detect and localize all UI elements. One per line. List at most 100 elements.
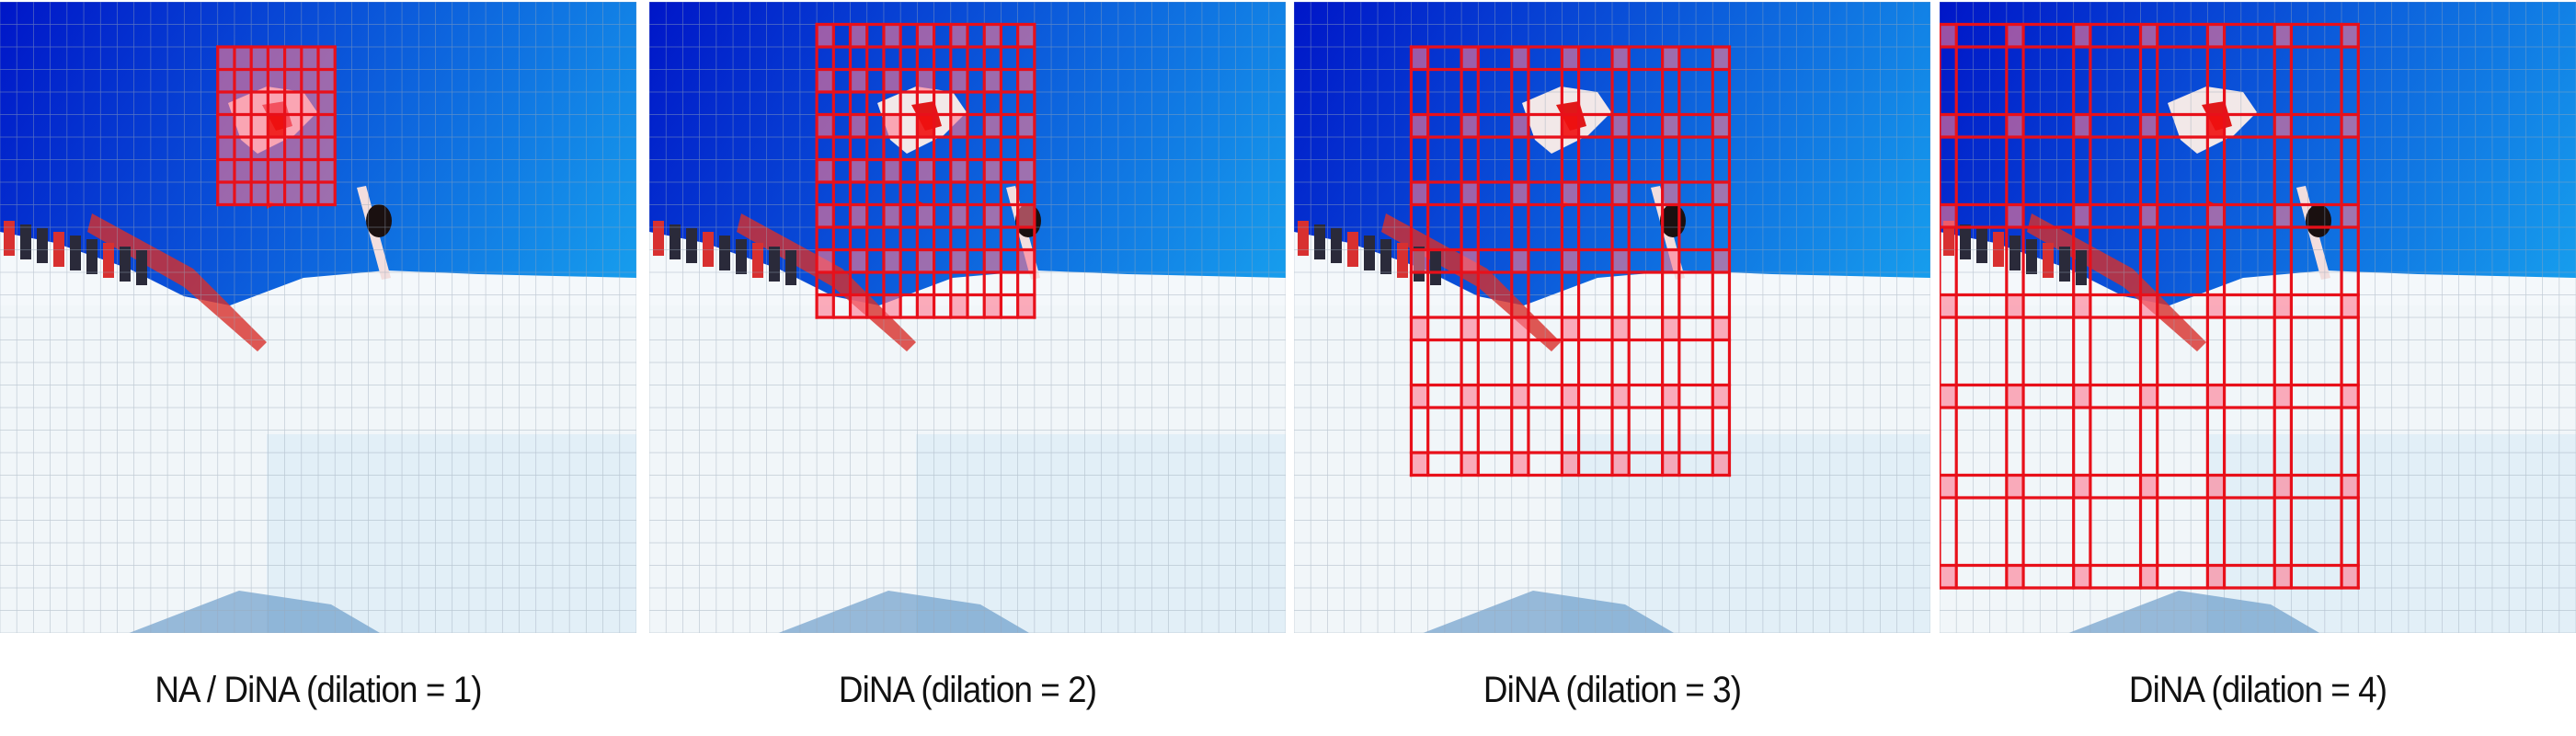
snow-shadow [2068, 591, 2320, 633]
query-cell [1562, 114, 1579, 137]
attended-cell [883, 24, 901, 47]
attended-cell [2341, 24, 2359, 47]
attended-cell [1017, 294, 1035, 317]
attended-cell [1562, 249, 1579, 272]
attended-cell [2140, 114, 2158, 137]
attended-cell [1511, 249, 1528, 272]
spectator [1976, 228, 1987, 263]
attended-cell [2341, 385, 2359, 408]
spectator [2009, 236, 2021, 270]
attended-cell [1662, 385, 1679, 408]
attended-cell [984, 249, 1002, 272]
attended-cell [1712, 47, 1730, 70]
spectator [752, 243, 763, 278]
attended-cell [217, 159, 235, 182]
spectator [719, 236, 730, 270]
attended-cell [883, 114, 901, 137]
spectator [4, 221, 15, 256]
attended-cell [984, 159, 1002, 182]
attended-cell [1562, 182, 1579, 205]
attended-cell [1940, 294, 1957, 317]
window-outline [815, 22, 1036, 319]
attended-cell [1612, 385, 1630, 408]
attended-cell [301, 182, 318, 205]
attended-cell [917, 24, 934, 47]
attended-cell [917, 69, 934, 92]
attended-cell [268, 137, 285, 160]
attended-cell [284, 69, 302, 92]
attended-cell [950, 249, 967, 272]
attended-cell [2006, 24, 2024, 47]
attended-cell [817, 69, 834, 92]
spectator [1993, 232, 2004, 267]
attended-cell [917, 204, 934, 227]
attended-cell [1461, 114, 1479, 137]
attended-cell [217, 182, 235, 205]
attended-cell [1562, 453, 1579, 476]
attended-cell [2274, 475, 2292, 498]
attended-cell [2140, 204, 2158, 227]
attended-cell [1712, 249, 1730, 272]
attended-cell [1017, 69, 1035, 92]
panel-dilation-1 [0, 2, 636, 633]
query-cell [917, 114, 934, 137]
attended-cell [2073, 204, 2090, 227]
attended-cell [318, 159, 336, 182]
attended-cell [2073, 114, 2090, 137]
second-snowboarder [2306, 204, 2331, 237]
attended-cell [950, 69, 967, 92]
attended-cell [234, 69, 252, 92]
attended-cell [2207, 385, 2225, 408]
spectator [2076, 250, 2087, 285]
spectator [1430, 250, 1441, 285]
attended-cell [284, 92, 302, 115]
spectator [785, 250, 796, 285]
attended-cell [1562, 317, 1579, 340]
attended-cell [1411, 317, 1428, 340]
attended-cell [984, 204, 1002, 227]
attended-cell [284, 137, 302, 160]
attended-cell [984, 114, 1002, 137]
attended-cell [883, 69, 901, 92]
attended-cell [217, 47, 235, 70]
attended-cell [2006, 204, 2024, 227]
attended-cell [1461, 385, 1479, 408]
window-outline [216, 45, 337, 207]
attended-cell [984, 69, 1002, 92]
attended-cell [217, 114, 235, 137]
attended-cell [883, 159, 901, 182]
attended-cell [1017, 249, 1035, 272]
attended-cell [234, 159, 252, 182]
attended-cell [301, 114, 318, 137]
attended-cell [1461, 453, 1479, 476]
caption-dilation-3: DiNA (dilation = 3) [1483, 670, 1742, 710]
attended-cell [1411, 114, 1428, 137]
attended-cell [284, 159, 302, 182]
attended-cell [883, 249, 901, 272]
attended-cell [1612, 182, 1630, 205]
spectator [1314, 224, 1325, 259]
attended-cell [883, 294, 901, 317]
attended-cell [950, 294, 967, 317]
attended-cell [301, 47, 318, 70]
snowboard-image-with-neighborhood [1940, 2, 2576, 633]
attended-cell [1511, 453, 1528, 476]
spectator [1298, 221, 1309, 256]
attended-cell [817, 114, 834, 137]
attended-cell [2274, 385, 2292, 408]
spectator [1960, 224, 1971, 259]
attended-cell [318, 47, 336, 70]
attended-cell [284, 114, 302, 137]
spectator [1380, 239, 1391, 274]
attended-cell [850, 159, 867, 182]
attended-cell [2207, 204, 2225, 227]
second-snowboarder [366, 204, 392, 237]
attended-cell [251, 137, 269, 160]
attended-cell [2006, 114, 2024, 137]
spectator [736, 239, 747, 274]
attended-cell [2207, 565, 2225, 588]
attended-cell [1940, 24, 1957, 47]
attended-cell [2207, 24, 2225, 47]
attended-cell [1940, 114, 1957, 137]
window-outline [1940, 22, 2360, 590]
